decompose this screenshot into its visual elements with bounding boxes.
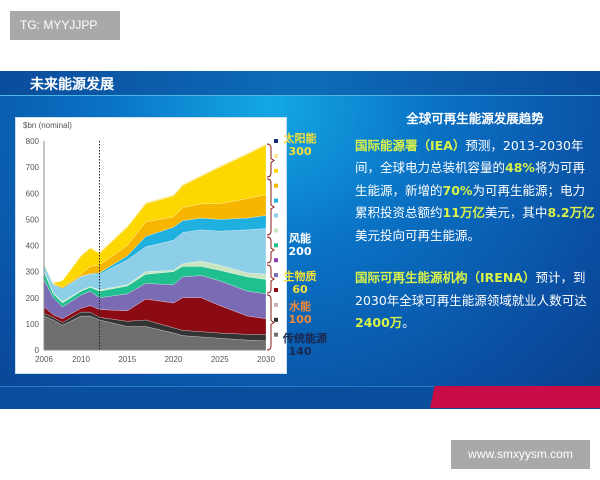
highlight-text: 48%	[505, 160, 535, 175]
footer-accent	[430, 386, 600, 408]
highlight-text: 70%	[442, 182, 473, 198]
legend-square	[274, 302, 278, 307]
x-tick-label: 2025	[211, 355, 229, 364]
y-tick-label: 600	[26, 189, 40, 198]
y-tick-label: 500	[26, 215, 40, 224]
y-tick-label: 0	[35, 346, 40, 355]
legend-square	[274, 213, 278, 218]
annotation-value: 140	[288, 345, 312, 358]
legend-square	[274, 317, 278, 322]
legend-square	[274, 243, 278, 248]
annotation-label: 太阳能	[283, 132, 317, 145]
y-tick-label: 400	[26, 242, 40, 251]
body-text: 为可再生能源；电力累积投资总额约	[355, 182, 585, 221]
highlight-text: 8.2万亿	[547, 205, 595, 220]
y-tick-label: 300	[26, 268, 40, 277]
annotation-value: 100	[288, 313, 312, 326]
y-tick-label: 100	[26, 320, 40, 329]
annotation-label: 风能	[289, 232, 311, 245]
bracket	[266, 264, 275, 294]
legend-square	[274, 228, 278, 233]
body-text: 美元投向可再生能源。	[355, 227, 481, 243]
body-text: 预计，到2030年全球可再生能源领域就业人数可达	[355, 270, 587, 308]
iea-paragraph: 国际能源署（IEA）预测，2013-2030年间，全球电力总装机容量的48%将为…	[355, 135, 595, 248]
legend-square	[274, 139, 278, 143]
x-tick-label: 2010	[72, 355, 90, 364]
text-panel: 全球可再生能源发展趋势 国际能源署（IEA）预测，2013-2030年间，全球电…	[355, 108, 595, 335]
y-tick-label: 700	[26, 163, 40, 172]
annotation-label: 传统能源	[283, 332, 327, 345]
x-tick-label: 2030	[257, 355, 275, 364]
highlight-text: 国际能源署（IEA）	[355, 137, 466, 153]
legend-square	[274, 332, 278, 337]
highlight-text: 2400万	[355, 315, 403, 330]
y-axis-label: $bn (nominal)	[23, 121, 72, 130]
annotation-value: 60	[292, 283, 308, 296]
annotation-label: 生物质	[283, 270, 317, 283]
highlight-text: 国际可再生能源机构（IRENA）	[355, 270, 536, 285]
bracket	[266, 143, 275, 178]
body-text: 美元，其中	[484, 205, 548, 220]
body-text: 。	[402, 315, 415, 330]
legend-square	[274, 288, 278, 292]
highlight-text: 11万亿	[442, 205, 485, 220]
area-series-10	[43, 143, 267, 284]
legend-square	[274, 198, 278, 203]
slide-title: 未来能源发展	[30, 77, 114, 93]
body-text: 预测，2013-2030年间，全球电力总装机容量的	[355, 137, 584, 176]
bracket	[266, 294, 275, 351]
panel-title: 全球可再生能源发展趋势	[406, 111, 544, 126]
legend-square	[274, 258, 278, 263]
legend-square	[274, 168, 278, 173]
body-text: 将为可再生能源，新增的	[355, 160, 585, 198]
slide-header: 未来能源发展	[0, 71, 600, 96]
stacked-area-chart: $bn (nominal) 0 100 200 300 400 500 600 700 800 20…	[23, 121, 278, 364]
bracket	[266, 178, 275, 236]
watermark-top: TG: MYYJJPP	[10, 11, 120, 40]
annotation-value: 300	[288, 145, 312, 158]
watermark-bottom: www.smxyysm.com	[451, 440, 590, 469]
legend-square	[274, 273, 278, 278]
annotation-label: 水能	[289, 300, 311, 313]
annotation-value: 200	[288, 245, 312, 258]
legend-square	[274, 153, 278, 158]
x-tick-label: 2006	[35, 355, 53, 364]
legend-square	[274, 183, 278, 188]
y-tick-label: 200	[26, 294, 40, 303]
irena-paragraph: 国际可再生能源机构（IRENA）预计，到2030年全球可再生能源领域就业人数可达…	[355, 267, 595, 335]
x-tick-label: 2015	[118, 355, 136, 364]
y-tick-label: 800	[26, 137, 40, 146]
bracket	[266, 236, 275, 264]
x-tick-label: 2020	[165, 355, 183, 364]
